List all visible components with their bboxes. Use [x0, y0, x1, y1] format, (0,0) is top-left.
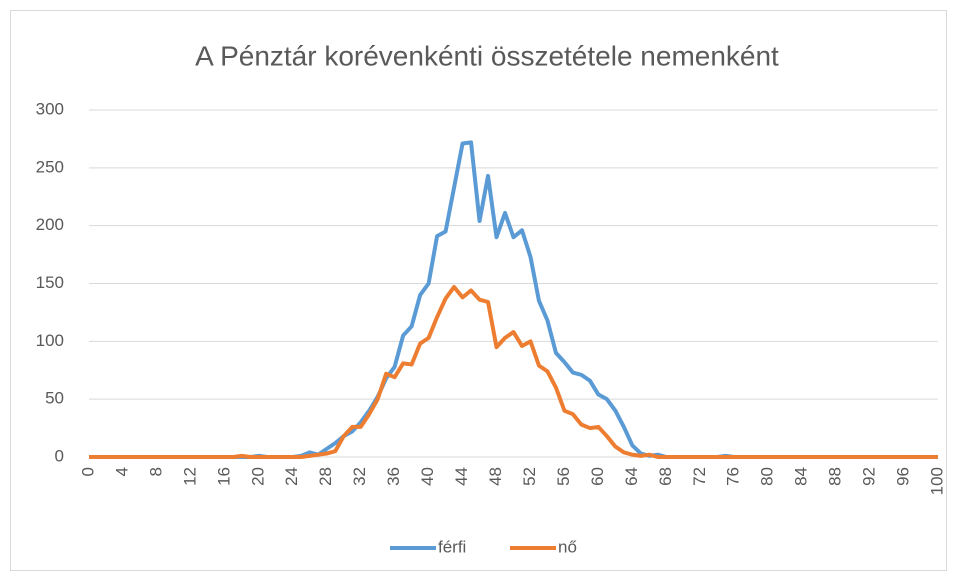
x-tick-label: 12 [180, 467, 199, 486]
x-tick-label: 36 [384, 467, 403, 486]
x-tick-label: 68 [656, 467, 675, 486]
x-tick-label: 72 [690, 467, 709, 486]
x-tick-label: 24 [282, 467, 301, 486]
x-tick-label: 56 [554, 467, 573, 486]
x-tick-label: 40 [418, 467, 437, 486]
x-tick-label: 64 [622, 467, 641, 486]
x-tick-label: 16 [214, 467, 233, 486]
x-tick-label: 8 [146, 467, 165, 476]
x-tick-label: 92 [860, 467, 879, 486]
chart-title: A Pénztár korévenkénti összetétele nemen… [195, 40, 779, 71]
legend-label: férfi [438, 537, 466, 556]
line-series [89, 284, 938, 459]
x-tick-label: 100 [927, 467, 946, 495]
x-tick-label: 76 [724, 467, 743, 486]
x-tick-label: 4 [112, 467, 131, 476]
x-tick-label: 28 [316, 467, 335, 486]
x-tick-label: 0 [78, 467, 97, 476]
x-tick-label: 96 [894, 467, 913, 486]
y-tick-label: 300 [36, 99, 64, 118]
x-tick-label: 48 [486, 467, 505, 486]
x-tick-label: 80 [758, 467, 777, 486]
y-tick-label: 200 [36, 215, 64, 234]
x-tick-label: 84 [792, 467, 811, 486]
y-tick-label: 250 [36, 157, 64, 176]
y-tick-label: 100 [36, 331, 64, 350]
x-tick-label: 32 [350, 467, 369, 486]
chart-frame [10, 10, 947, 571]
x-tick-label: 52 [520, 467, 539, 486]
x-tick-label: 88 [826, 467, 845, 486]
y-tick-label: 0 [55, 446, 64, 465]
y-tick-label: 150 [36, 273, 64, 292]
x-tick-label: 60 [588, 467, 607, 486]
x-tick-label: 44 [452, 467, 471, 486]
legend-label: nő [558, 537, 577, 556]
x-tick-label: 20 [248, 467, 267, 486]
y-tick-label: 50 [45, 389, 64, 408]
